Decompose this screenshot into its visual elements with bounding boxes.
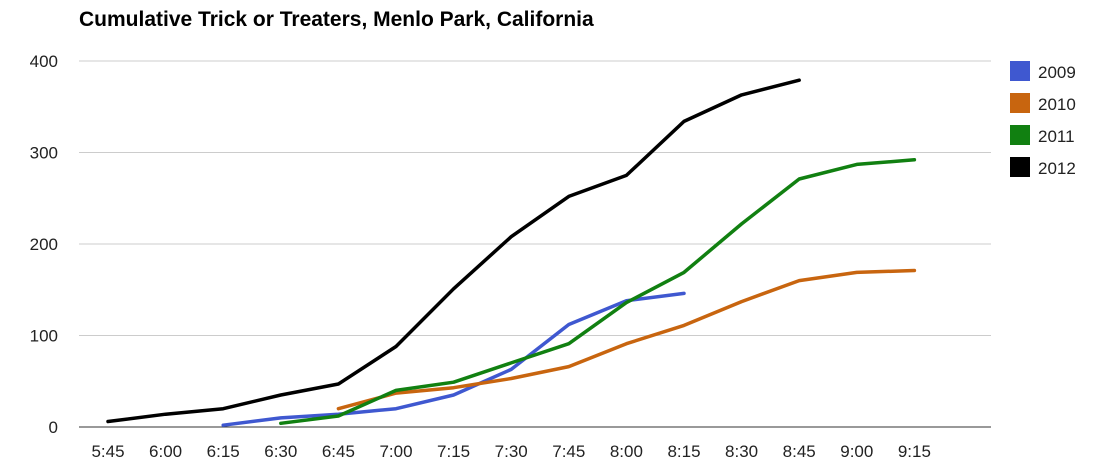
series-2009 xyxy=(221,291,686,427)
series-2010 xyxy=(336,268,917,411)
x-tick-label: 7:00 xyxy=(379,442,412,461)
x-axis-tick-labels: 5:45 6:00 6:15 6:30 6:45 7:00 7:15 7:30 7:45 8:00… xyxy=(91,442,930,461)
y-tick-label: 200 xyxy=(30,235,58,254)
legend-swatch xyxy=(1010,157,1030,177)
x-tick-label: 8:30 xyxy=(725,442,758,461)
x-tick-label: 6:00 xyxy=(149,442,182,461)
x-tick-label: 7:45 xyxy=(552,442,585,461)
series-line-2009 xyxy=(221,291,686,427)
legend-item-2011: 2011 xyxy=(1010,125,1075,146)
y-tick-label: 400 xyxy=(30,52,58,71)
y-axis-tick-labels: 0 100 200 300 400 xyxy=(30,52,58,437)
x-tick-label: 6:15 xyxy=(207,442,240,461)
series-line-2011 xyxy=(279,158,917,426)
series-line-2010 xyxy=(336,268,917,411)
x-tick-label: 7:30 xyxy=(495,442,528,461)
series-2012 xyxy=(106,78,801,424)
x-tick-label: 9:00 xyxy=(840,442,873,461)
y-tick-label: 100 xyxy=(30,327,58,346)
legend-label: 2010 xyxy=(1038,95,1076,114)
x-tick-label: 7:15 xyxy=(437,442,470,461)
x-tick-label: 8:45 xyxy=(783,442,816,461)
legend-label: 2012 xyxy=(1038,159,1076,178)
x-tick-label: 9:15 xyxy=(898,442,931,461)
series-lines xyxy=(106,78,917,427)
x-tick-label: 8:15 xyxy=(667,442,700,461)
y-tick-label: 0 xyxy=(49,418,58,437)
legend-swatch xyxy=(1010,93,1030,113)
series-line-2012 xyxy=(106,78,801,424)
x-tick-label: 8:00 xyxy=(610,442,643,461)
legend-swatch xyxy=(1010,61,1030,81)
x-tick-label: 6:30 xyxy=(264,442,297,461)
legend-item-2012: 2012 xyxy=(1010,157,1076,178)
legend-swatch xyxy=(1010,125,1030,145)
legend-item-2010: 2010 xyxy=(1010,93,1076,114)
series-2011 xyxy=(279,158,917,426)
x-tick-label: 5:45 xyxy=(91,442,124,461)
x-tick-label: 6:45 xyxy=(322,442,355,461)
chart-title: Cumulative Trick or Treaters, Menlo Park… xyxy=(79,8,594,31)
gridlines xyxy=(79,60,991,428)
legend: 2009 2010 2011 2012 xyxy=(1010,61,1076,178)
legend-label: 2011 xyxy=(1038,127,1075,146)
legend-label: 2009 xyxy=(1038,63,1076,82)
legend-item-2009: 2009 xyxy=(1010,61,1076,82)
y-tick-label: 300 xyxy=(30,144,58,163)
